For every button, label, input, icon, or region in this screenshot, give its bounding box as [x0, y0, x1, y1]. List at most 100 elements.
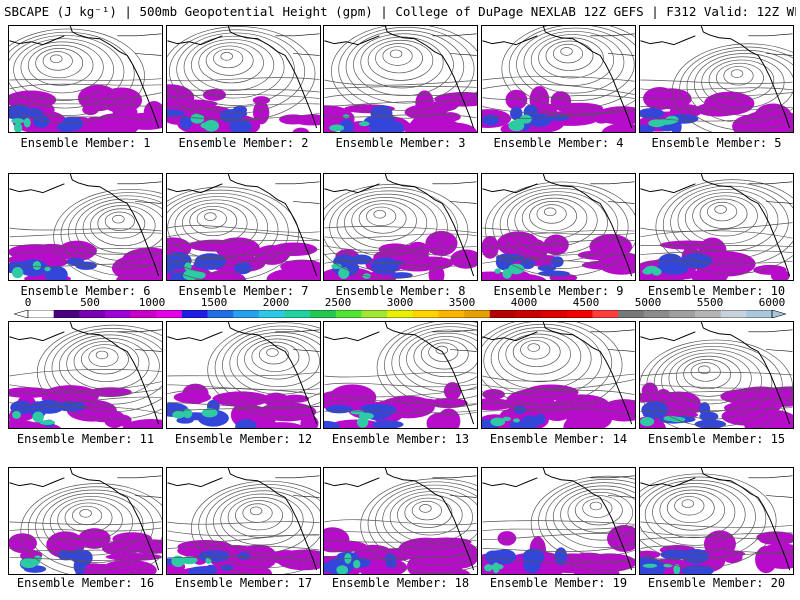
- ensemble-map-panel: [323, 321, 478, 429]
- height-contours: [640, 473, 793, 569]
- ensemble-map-panel: [639, 173, 794, 281]
- ensemble-member-label: Ensemble Member: 2: [178, 136, 309, 150]
- height-contours: [9, 188, 162, 280]
- colorbar-segment: [181, 310, 208, 318]
- height-contours: [167, 480, 320, 574]
- colorbar-segment: [104, 310, 131, 318]
- ensemble-member-label: Ensemble Member: 13: [331, 432, 470, 446]
- cape-shading: [324, 527, 477, 574]
- height-contours: [482, 322, 635, 416]
- height-contours: [9, 324, 162, 420]
- height-contours: [9, 483, 162, 574]
- ensemble-member-label: Ensemble Member: 1: [20, 136, 151, 150]
- height-contours: [324, 478, 477, 574]
- colorbar-segment: [566, 310, 593, 318]
- ensemble-member-label: Ensemble Member: 18: [331, 576, 470, 590]
- coastline: [640, 468, 793, 571]
- coastline: [482, 468, 635, 571]
- ensemble-map-panel: [8, 321, 163, 429]
- cape-shading: [482, 525, 635, 574]
- height-contours: [640, 179, 793, 275]
- colorbar-segment: [335, 310, 362, 318]
- ensemble-member-label: Ensemble Member: 6: [20, 284, 151, 298]
- colorbar-segment: [156, 310, 183, 318]
- ensemble-member-label: Ensemble Member: 7: [178, 284, 309, 298]
- ensemble-member-label: Ensemble Member: 9: [493, 284, 624, 298]
- map-graphic: [9, 174, 162, 280]
- colorbar-tick-label: 3000: [386, 296, 414, 309]
- map-graphic: [9, 26, 162, 132]
- colorbar-segment: [438, 310, 465, 318]
- coastline: [9, 322, 162, 425]
- map-graphic: [482, 174, 635, 280]
- ensemble-map-panel: [8, 25, 163, 133]
- ensemble-member-label: Ensemble Member: 10: [647, 284, 786, 298]
- ensemble-map-panel: [481, 467, 636, 575]
- ensemble-member-label: Ensemble Member: 14: [489, 432, 628, 446]
- ensemble-member-label: Ensemble Member: 3: [335, 136, 466, 150]
- cape-shading: [167, 84, 320, 132]
- ensemble-map-panel: [639, 467, 794, 575]
- cape-shading: [482, 384, 635, 428]
- map-graphic: [482, 26, 635, 132]
- ensemble-map-panel: [639, 321, 794, 429]
- ensemble-map-panel: [8, 173, 163, 281]
- cape-shading: [640, 382, 793, 428]
- ensemble-member-label: Ensemble Member: 19: [489, 576, 628, 590]
- cape-shading: [640, 237, 790, 280]
- map-graphic: [9, 468, 162, 574]
- coastline: [640, 26, 793, 129]
- height-contours: [482, 475, 635, 571]
- height-contours: [324, 26, 477, 119]
- colorbar-tick-label: 500: [80, 296, 100, 309]
- colorbar-scale: 0 500 1000 1500 2000 2500 3000 3500 4000 4500 5000…: [0, 297, 800, 319]
- colorbar-segment: [28, 310, 54, 318]
- coastline: [482, 322, 635, 425]
- colorbar-segment: [489, 310, 516, 318]
- coastline: [324, 468, 477, 571]
- height-contours: [167, 322, 320, 418]
- colorbar-segment: [258, 310, 285, 318]
- height-contours: [167, 186, 320, 280]
- map-graphic: [324, 322, 477, 428]
- ensemble-map-panel: [639, 25, 794, 133]
- ensemble-map-panel: [481, 25, 636, 133]
- ensemble-member-label: Ensemble Member: 15: [647, 432, 786, 446]
- coastline: [640, 322, 793, 425]
- ensemble-member-label: Ensemble Member: 17: [174, 576, 313, 590]
- colorbar-tick-label: 4500: [572, 296, 600, 309]
- colorbar-segment: [412, 310, 439, 318]
- ensemble-map-panel: [323, 25, 478, 133]
- colorbar-right-arrow: [771, 310, 786, 318]
- colorbar-tick-label: 0: [24, 296, 32, 309]
- ensemble-map-panel: [166, 25, 321, 133]
- coastline: [9, 26, 162, 129]
- map-graphic: [324, 26, 477, 132]
- cape-shading: [640, 530, 793, 574]
- coastline: [167, 174, 320, 277]
- colorbar-tick-label: 2500: [324, 296, 352, 309]
- coastline: [167, 26, 320, 129]
- colorbar-tick-label: 6000: [758, 296, 786, 309]
- height-contours: [482, 26, 635, 119]
- colorbar-segment: [207, 310, 234, 318]
- ensemble-map-panel: [166, 321, 321, 429]
- colorbar-segment: [233, 310, 260, 318]
- map-graphic: [9, 322, 162, 428]
- map-graphic: [640, 322, 793, 428]
- colorbar-tick-label: 1000: [138, 296, 166, 309]
- ensemble-member-label: Ensemble Member: 8: [335, 284, 466, 298]
- colorbar-segment: [541, 310, 568, 318]
- colorbar-left-arrow: [14, 310, 29, 318]
- cape-shading: [482, 231, 635, 280]
- colorbar-segment: [746, 310, 773, 318]
- ensemble-map-panel: [166, 173, 321, 281]
- map-graphic: [167, 468, 320, 574]
- map-graphic: [482, 468, 635, 574]
- ensemble-member-label: Ensemble Member: 12: [174, 432, 313, 446]
- colorbar-tick-label: 5500: [696, 296, 724, 309]
- ensemble-member-label: Ensemble Member: 4: [493, 136, 624, 150]
- colorbar-segment: [284, 310, 311, 318]
- ensemble-member-label: Ensemble Member: 11: [16, 432, 155, 446]
- colorbar-segment: [464, 310, 491, 318]
